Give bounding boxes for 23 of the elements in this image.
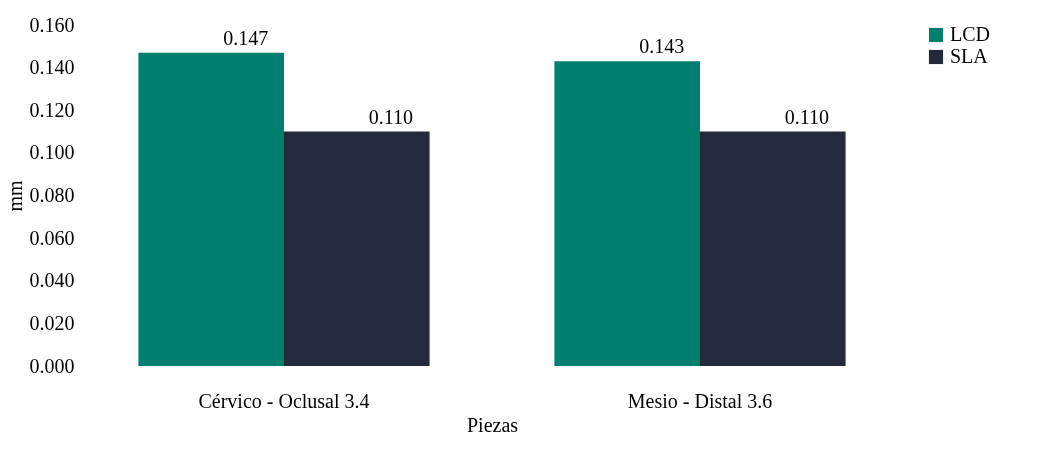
y-tick-label: 0.140 [29, 56, 75, 79]
y-tick-label: 0.060 [29, 226, 75, 249]
y-tick-label: 0.040 [29, 269, 75, 292]
y-tick-label: 0.020 [29, 311, 75, 334]
y-tick-label: 0.120 [29, 98, 75, 121]
bar [138, 52, 284, 366]
data-label: 0.110 [368, 105, 414, 128]
bar [700, 131, 846, 366]
legend-label: SLA [950, 45, 989, 67]
y-tick-label: 0.100 [29, 141, 75, 164]
data-label: 0.147 [223, 26, 269, 49]
y-tick-label: 0.080 [29, 184, 75, 206]
data-label: 0.110 [784, 105, 830, 128]
y-tick-label: 0.000 [29, 354, 75, 377]
y-tick-label: 0.160 [29, 13, 75, 36]
x-tick-label: Cérvico - Oclusal 3.4 [198, 389, 370, 412]
y-axis-title: mm [3, 180, 26, 212]
bar [284, 131, 430, 366]
x-axis-title: Piezas [466, 413, 519, 436]
data-label: 0.143 [639, 35, 685, 58]
x-tick-label: Mesio - Distal 3.6 [627, 389, 773, 412]
legend-label: LCD [950, 23, 990, 45]
bar [554, 61, 700, 366]
